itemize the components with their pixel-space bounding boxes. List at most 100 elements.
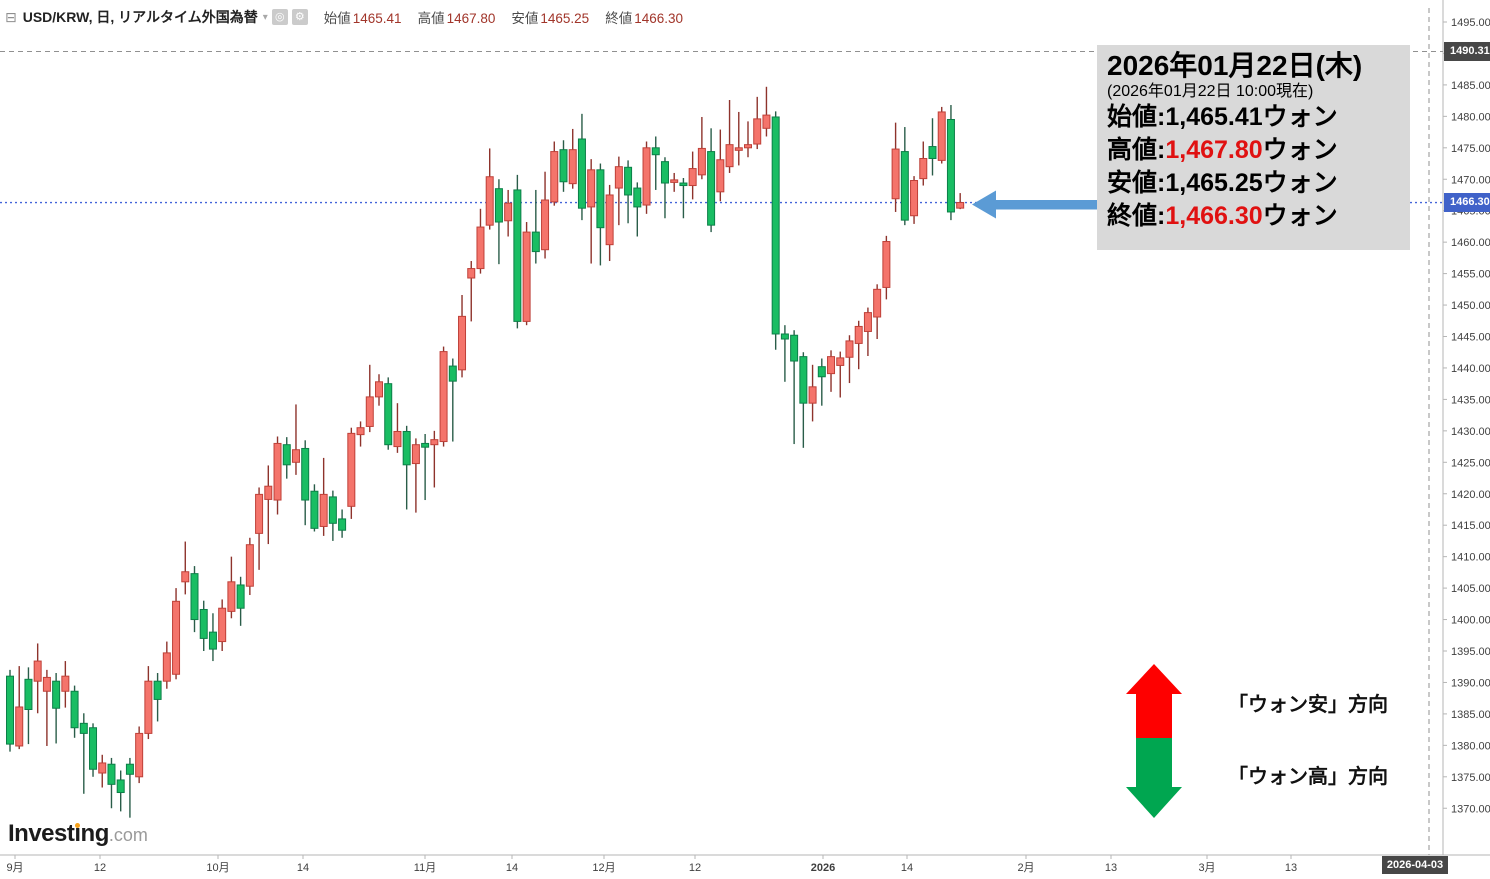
close-label: 終値 xyxy=(605,11,633,26)
candle xyxy=(116,770,125,812)
candle xyxy=(310,484,319,532)
quote-close-row: 終値:1,466.30ウォン xyxy=(1107,200,1410,233)
candle xyxy=(624,160,633,224)
y-tick-label: 1440.00 xyxy=(1451,363,1490,375)
candle xyxy=(845,335,854,384)
separator: : xyxy=(1157,103,1166,131)
high-value: 1467.80 xyxy=(446,11,496,26)
candle xyxy=(956,193,965,210)
candle xyxy=(393,403,402,453)
quote-timestamp: (2026年01月22日 10:00現在) xyxy=(1107,83,1314,100)
unit: ウォン xyxy=(1262,103,1338,131)
open-value: 1465.41 xyxy=(352,11,402,26)
y-tick-label: 1455.00 xyxy=(1451,269,1490,281)
high-label: 高値 xyxy=(417,11,445,26)
candle xyxy=(107,757,116,809)
candle xyxy=(218,599,227,651)
candle xyxy=(771,111,780,350)
candle xyxy=(946,105,955,221)
candle xyxy=(125,757,134,818)
won-strong-direction-label: 「ウォン高」方向 xyxy=(1228,766,1388,788)
y-tick-label: 1430.00 xyxy=(1451,426,1490,438)
candle xyxy=(568,128,577,189)
y-tick-label: 1485.00 xyxy=(1451,80,1490,92)
x-tick-label: 9月 xyxy=(6,862,23,874)
candle xyxy=(476,208,485,274)
y-tick-label: 1410.00 xyxy=(1451,552,1490,564)
candle xyxy=(799,352,808,448)
candle xyxy=(282,437,291,479)
candle xyxy=(541,171,550,259)
settings-gear-icon[interactable]: ⚙ xyxy=(291,9,308,25)
x-tick-label: 12月 xyxy=(592,862,615,874)
x-tick-label: 14 xyxy=(901,862,913,874)
candle xyxy=(467,261,476,322)
candle xyxy=(531,189,540,264)
candle xyxy=(89,723,98,777)
candle xyxy=(458,294,467,378)
x-tick-label: 13 xyxy=(1105,862,1117,874)
candle xyxy=(338,509,347,538)
candle xyxy=(753,96,762,150)
ohlc-close: 終値 1466.30 xyxy=(605,7,683,27)
candle xyxy=(245,537,254,596)
x-tick-label: 12 xyxy=(689,862,701,874)
candle xyxy=(181,541,190,595)
candle xyxy=(15,666,24,750)
candle xyxy=(827,350,836,392)
ohlc-open: 始値 1465.41 xyxy=(324,7,402,27)
candle xyxy=(411,438,420,513)
candle xyxy=(790,330,799,445)
crosshair-date-badge: 2026-04-03 xyxy=(1382,856,1448,874)
candle xyxy=(679,177,688,219)
candle xyxy=(734,111,743,166)
candle xyxy=(42,669,51,746)
y-tick-label: 1445.00 xyxy=(1451,332,1490,344)
y-tick-label: 1475.00 xyxy=(1451,143,1490,155)
candle xyxy=(172,588,181,680)
chevron-down-icon[interactable]: ▾ xyxy=(262,11,268,23)
separator: : xyxy=(1157,202,1166,230)
candle xyxy=(891,122,900,212)
x-tick-label: 11月 xyxy=(414,862,436,874)
quote-date-title: 2026年01月22日(木) xyxy=(1107,50,1363,81)
quote-open-row: 始値:1,465.41ウォン xyxy=(1107,101,1410,134)
candle xyxy=(328,490,337,541)
y-tick-label: 1395.00 xyxy=(1451,646,1490,658)
candle xyxy=(900,127,909,226)
quote-open-value: 1,465.41 xyxy=(1165,103,1263,131)
candle xyxy=(670,172,679,192)
y-tick-label: 1470.00 xyxy=(1451,174,1490,186)
candle xyxy=(365,364,374,433)
candle xyxy=(614,156,623,226)
candle xyxy=(70,685,79,738)
candle xyxy=(762,86,771,137)
x-tick-label: 10月 xyxy=(206,862,229,874)
x-tick-label: 14 xyxy=(506,862,518,874)
candle xyxy=(937,106,946,164)
candle xyxy=(780,325,789,382)
unit: ウォン xyxy=(1262,136,1338,164)
separator: : xyxy=(1157,136,1166,164)
candle xyxy=(255,487,264,570)
y-tick-label: 1390.00 xyxy=(1451,677,1490,689)
candle xyxy=(863,307,872,356)
low-value: 1465.25 xyxy=(540,11,590,26)
candle xyxy=(135,726,144,784)
y-tick-label: 1370.00 xyxy=(1451,803,1490,815)
candle xyxy=(559,140,568,192)
x-tick-label: 13 xyxy=(1285,862,1297,874)
quote-close-value: 1,466.30 xyxy=(1165,202,1263,230)
snapshot-icon[interactable]: ◎ xyxy=(271,9,288,25)
candle xyxy=(836,351,845,398)
separator: : xyxy=(1157,169,1166,197)
y-tick-label: 1385.00 xyxy=(1451,709,1490,721)
y-tick-label: 1405.00 xyxy=(1451,583,1490,595)
candle xyxy=(273,436,282,515)
y-tick-label: 1415.00 xyxy=(1451,520,1490,532)
collapse-icon[interactable]: ⊟ xyxy=(5,8,17,25)
candle xyxy=(291,404,300,475)
candle xyxy=(384,377,393,450)
